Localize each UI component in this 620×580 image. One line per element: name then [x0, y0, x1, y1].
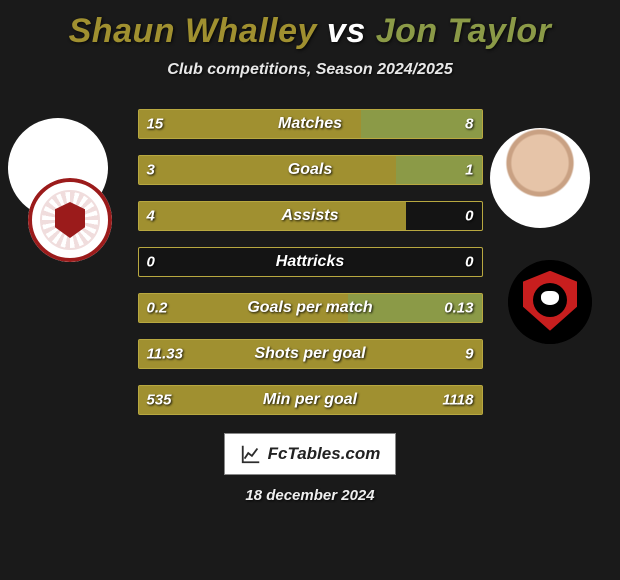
stat-value-right: 1 — [465, 162, 473, 179]
stat-label: Matches — [278, 115, 342, 133]
subtitle: Club competitions, Season 2024/2025 — [0, 61, 620, 79]
stat-value-left: 535 — [147, 392, 172, 409]
stat-value-right: 1118 — [442, 392, 473, 409]
stat-value-right: 8 — [465, 116, 473, 133]
stat-value-left: 15 — [147, 116, 164, 133]
stat-row: 4 Assists 0 — [138, 201, 483, 231]
stat-bars: 15 Matches 8 3 Goals 1 4 Assists 0 0 Hattricks 0 0.2… — [138, 109, 483, 415]
stat-row: 15 Matches 8 — [138, 109, 483, 139]
stat-row: 11.33 Shots per goal 9 — [138, 339, 483, 369]
stat-row: 0.2 Goals per match 0.13 — [138, 293, 483, 323]
stat-value-left: 0.2 — [147, 300, 168, 317]
player1-club-crest — [28, 178, 112, 262]
stat-value-left: 4 — [147, 208, 155, 225]
stat-label: Assists — [282, 207, 339, 225]
player2-photo-placeholder — [490, 128, 590, 228]
stat-value-left: 0 — [147, 254, 155, 271]
date-line: 18 december 2024 — [0, 487, 620, 504]
title-player2: Jon Taylor — [376, 12, 552, 50]
crest-red-ring-icon — [28, 178, 112, 262]
stat-row: 535 Min per goal 1118 — [138, 385, 483, 415]
stat-label: Goals per match — [247, 299, 372, 317]
bar-fill-left — [139, 202, 407, 230]
stat-value-right: 9 — [465, 346, 473, 363]
stat-value-right: 0 — [465, 208, 473, 225]
stat-label: Shots per goal — [254, 345, 365, 363]
comparison-card: Shaun Whalley vs Jon Taylor Club competi… — [0, 0, 620, 580]
title: Shaun Whalley vs Jon Taylor — [0, 12, 620, 51]
stat-value-right: 0.13 — [444, 300, 473, 317]
crest-black-lion-icon — [508, 260, 592, 344]
bar-fill-left — [139, 156, 396, 184]
bar-fill-right — [361, 110, 481, 138]
title-vs: vs — [327, 12, 366, 50]
player2-club-crest — [508, 260, 592, 344]
title-player1: Shaun Whalley — [69, 12, 317, 50]
stat-value-right: 0 — [465, 254, 473, 271]
stat-row: 3 Goals 1 — [138, 155, 483, 185]
stat-label: Hattricks — [276, 253, 344, 271]
stat-label: Goals — [288, 161, 332, 179]
source-badge: FcTables.com — [224, 433, 396, 475]
stat-row: 0 Hattricks 0 — [138, 247, 483, 277]
stat-value-left: 11.33 — [147, 346, 183, 363]
chart-icon — [240, 443, 262, 465]
stat-label: Min per goal — [263, 391, 357, 409]
source-badge-text: FcTables.com — [268, 444, 381, 464]
stat-value-left: 3 — [147, 162, 155, 179]
player2-photo — [490, 128, 590, 228]
